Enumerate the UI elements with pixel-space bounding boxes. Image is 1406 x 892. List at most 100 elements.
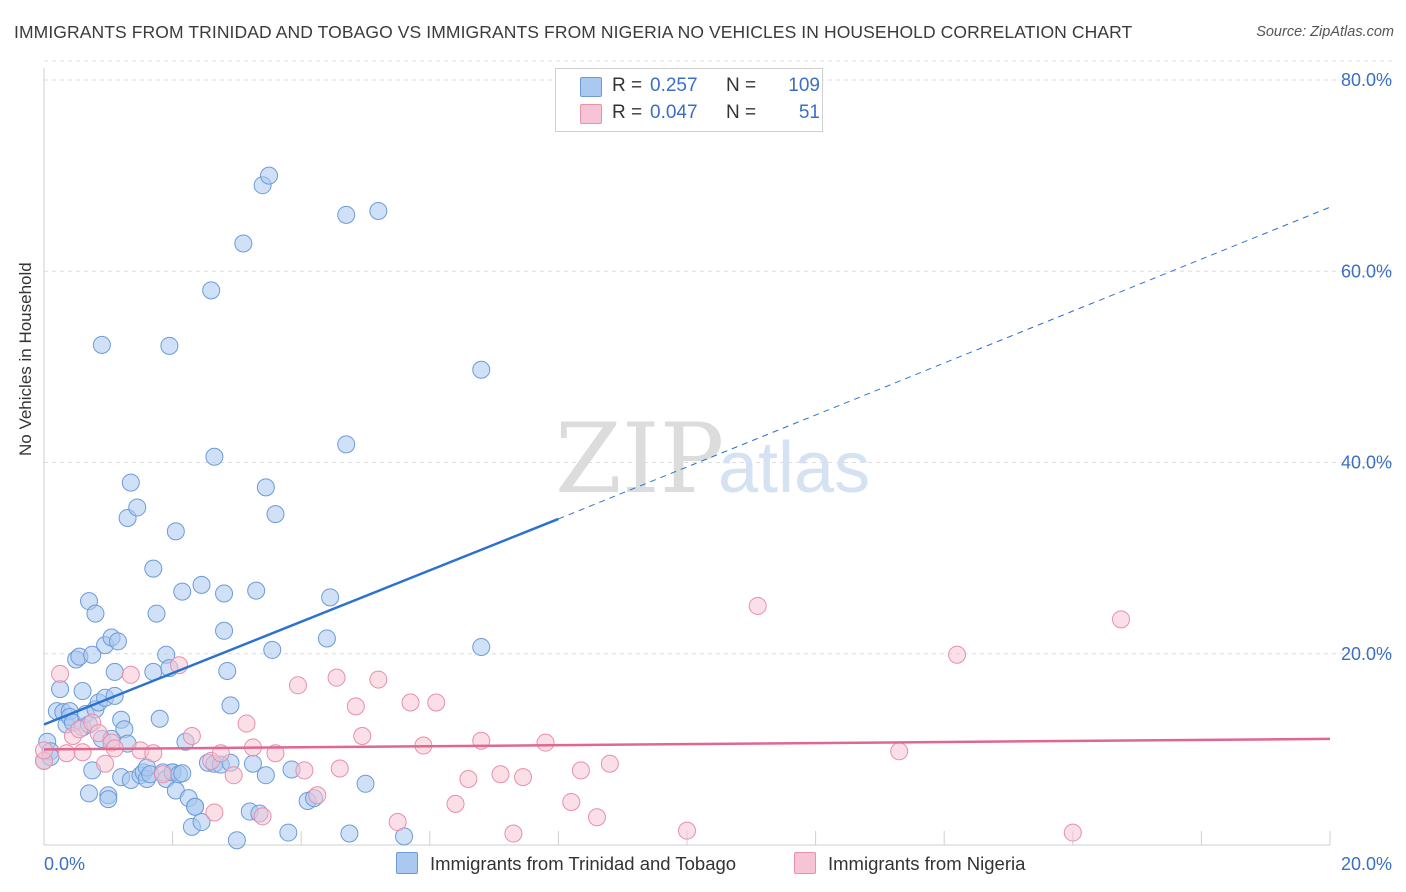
point-trinidad: [256, 478, 275, 497]
legend-item-nigeria: Immigrants from Nigeria: [794, 852, 1025, 875]
legend-label-nigeria: Immigrants from Nigeria: [828, 853, 1026, 874]
point-trinidad: [86, 604, 105, 623]
legend-r-value: 0.257: [650, 75, 698, 96]
point-trinidad: [92, 335, 111, 354]
point-trinidad: [234, 234, 253, 253]
point-trinidad: [128, 498, 147, 517]
point-nigeria: [504, 824, 523, 843]
point-nigeria: [205, 803, 224, 822]
legend-swatch-pink: [794, 852, 816, 874]
y-tick-label: 60.0%: [1341, 261, 1392, 281]
point-trinidad: [263, 640, 282, 659]
point-nigeria: [89, 724, 108, 743]
point-trinidad: [369, 202, 388, 221]
point-trinidad: [215, 584, 234, 603]
point-trinidad: [472, 360, 491, 379]
point-trinidad: [192, 575, 211, 594]
point-trinidad: [173, 764, 192, 783]
point-nigeria: [327, 668, 346, 687]
point-trinidad: [80, 784, 99, 803]
point-nigeria: [427, 693, 446, 712]
point-nigeria: [237, 714, 256, 733]
point-trinidad: [73, 682, 92, 701]
point-trinidad: [147, 604, 166, 623]
point-trinidad: [173, 582, 192, 601]
point-nigeria: [491, 765, 510, 784]
legend-n-label: N =: [726, 102, 757, 123]
point-nigeria: [587, 808, 606, 827]
point-nigeria: [948, 645, 967, 664]
point-trinidad: [105, 662, 124, 681]
legend-swatch-blue: [580, 77, 602, 97]
x-tick-label: 0.0%: [44, 854, 85, 874]
point-trinidad: [83, 645, 102, 664]
point-nigeria: [388, 813, 407, 832]
legend-swatch-blue: [396, 852, 418, 874]
point-nigeria: [890, 742, 909, 761]
point-trinidad: [51, 680, 70, 699]
y-tick-label: 20.0%: [1341, 644, 1392, 664]
point-nigeria: [369, 670, 388, 689]
watermark-zip: ZIP: [555, 403, 724, 515]
point-nigeria: [121, 665, 140, 684]
point-trinidad: [279, 823, 298, 842]
legend-item-trinidad: Immigrants from Trinidad and Tobago: [396, 852, 736, 875]
point-nigeria: [96, 754, 115, 773]
point-trinidad: [317, 629, 336, 648]
point-trinidad: [99, 790, 118, 809]
point-trinidad: [218, 661, 237, 680]
point-nigeria: [678, 821, 696, 840]
x-tick-label: 20.0%: [1341, 854, 1392, 874]
legend-r-value: 0.047: [650, 102, 698, 123]
point-nigeria: [353, 726, 372, 745]
legend-label-trinidad: Immigrants from Trinidad and Tobago: [430, 853, 737, 874]
point-nigeria: [266, 744, 285, 763]
legend-r-label: R =: [612, 75, 643, 96]
point-nigeria: [1063, 823, 1082, 842]
point-trinidad: [192, 813, 211, 832]
legend-n-value: 109: [788, 75, 820, 96]
y-axis-title: No Vehicles in Household: [16, 262, 35, 456]
point-trinidad: [186, 797, 205, 816]
point-nigeria: [401, 693, 420, 712]
point-nigeria: [562, 792, 581, 811]
point-trinidad: [260, 166, 279, 185]
point-nigeria: [514, 768, 533, 787]
point-nigeria: [346, 697, 365, 716]
point-nigeria: [446, 794, 465, 813]
point-trinidad: [321, 588, 340, 607]
point-nigeria: [224, 766, 243, 785]
trendline-nigeria: [43, 737, 1331, 751]
point-nigeria: [330, 759, 349, 778]
point-nigeria: [459, 770, 478, 789]
point-nigeria: [253, 807, 272, 826]
point-trinidad: [202, 281, 221, 300]
point-trinidad: [215, 621, 234, 640]
point-nigeria: [571, 761, 590, 780]
point-trinidad: [166, 522, 185, 541]
point-trinidad: [266, 505, 285, 524]
point-nigeria: [536, 733, 555, 752]
point-trinidad: [227, 831, 246, 850]
point-trinidad: [160, 336, 179, 355]
watermark-atlas: atlas: [718, 428, 870, 508]
point-nigeria: [1112, 610, 1131, 629]
point-trinidad: [150, 709, 169, 728]
chart-title: IMMIGRANTS FROM TRINIDAD AND TOBAGO VS I…: [14, 22, 1133, 42]
point-nigeria: [600, 754, 619, 773]
trendline-trinidad-extension: [558, 206, 1331, 520]
legend-n-label: N =: [726, 75, 757, 96]
point-nigeria: [51, 664, 70, 683]
point-trinidad: [108, 632, 127, 651]
point-trinidad: [356, 774, 375, 793]
point-trinidad: [337, 205, 356, 224]
legend-n-value: 51: [798, 102, 820, 123]
y-tick-label: 40.0%: [1341, 453, 1392, 473]
point-nigeria: [308, 786, 327, 805]
point-trinidad: [144, 559, 163, 578]
point-nigeria: [57, 744, 76, 763]
point-nigeria: [295, 761, 314, 780]
point-trinidad: [221, 696, 240, 715]
point-trinidad: [247, 581, 266, 600]
